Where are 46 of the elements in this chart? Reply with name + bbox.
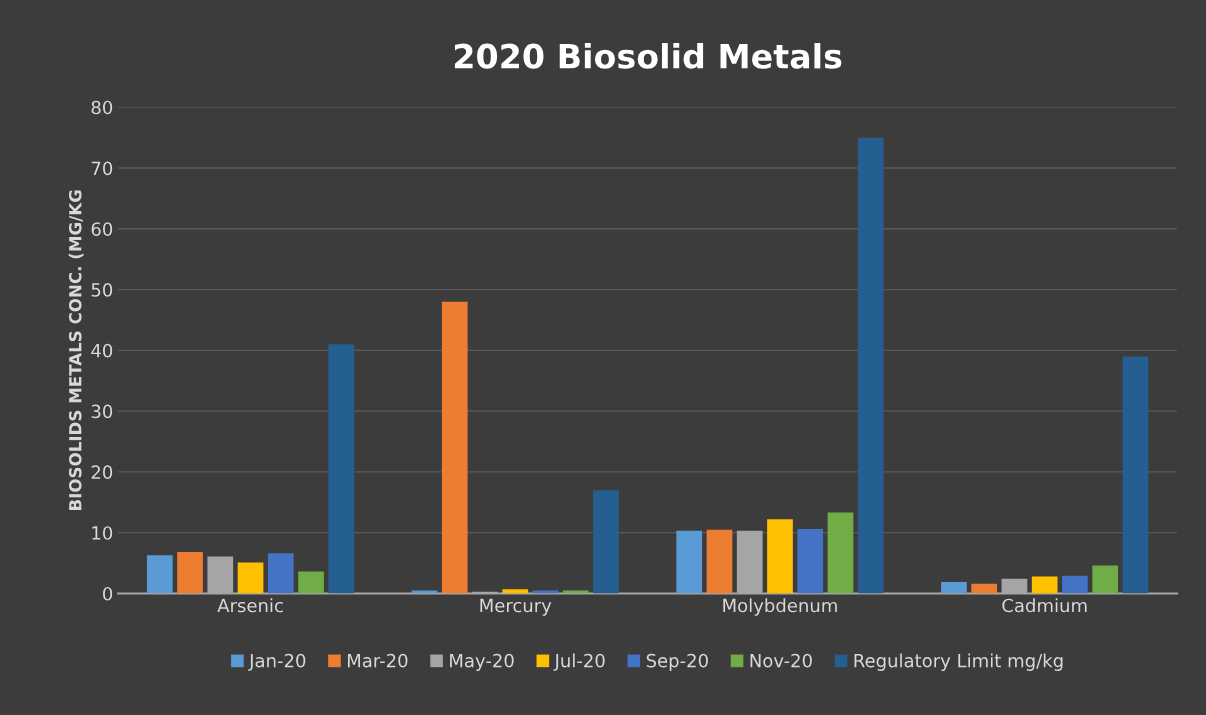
legend-label: May-20 <box>450 653 514 671</box>
y-axis-title: BIOSOLIDS METALS CONC. (MG/KG <box>68 190 84 510</box>
x-tick-label: Cadmium <box>1002 598 1087 613</box>
bar <box>593 490 619 594</box>
bar <box>562 590 589 594</box>
chart-title: 2020 Biosolid Metals <box>454 43 842 69</box>
bar <box>502 589 529 594</box>
y-tick-label: 0 <box>103 586 113 601</box>
y-tick-label: 30 <box>91 404 113 419</box>
bar <box>267 553 294 594</box>
bar <box>706 529 733 594</box>
bar <box>177 552 203 594</box>
x-tick-label: Molybdenum <box>723 598 837 616</box>
y-tick-label: 50 <box>91 283 113 297</box>
bar <box>411 590 438 594</box>
bar <box>298 571 324 594</box>
legend-label: Jan-20 <box>248 653 306 671</box>
bar <box>146 555 173 594</box>
bar <box>971 583 998 594</box>
bar <box>767 519 793 594</box>
bar <box>676 530 703 594</box>
legend-label: Regulatory Limit mg/kg <box>854 653 1063 671</box>
y-tick-label: 40 <box>91 343 113 358</box>
bar <box>1092 565 1119 594</box>
bar <box>797 529 824 594</box>
y-tick-label: 60 <box>91 222 113 236</box>
legend-label: Mar-20 <box>347 653 408 668</box>
y-tick-label: 20 <box>91 465 113 480</box>
bar <box>532 590 559 594</box>
x-tick-label: Arsenic <box>217 598 283 613</box>
legend-label: Sep-20 <box>646 653 708 671</box>
bar <box>328 344 355 594</box>
bar <box>441 301 468 594</box>
x-tick-label: Mercury <box>480 598 552 616</box>
bar <box>1062 575 1088 594</box>
bar <box>857 137 884 594</box>
y-tick-label: 10 <box>92 526 113 540</box>
bar <box>1122 356 1149 594</box>
bar <box>1031 576 1058 594</box>
bar <box>827 512 854 594</box>
legend-label: Jul-20 <box>553 653 605 671</box>
y-tick-label: 70 <box>91 161 113 176</box>
bar <box>237 562 264 594</box>
y-tick-label: 80 <box>91 100 113 115</box>
legend-label: Nov-20 <box>750 653 812 668</box>
bar <box>941 581 967 594</box>
